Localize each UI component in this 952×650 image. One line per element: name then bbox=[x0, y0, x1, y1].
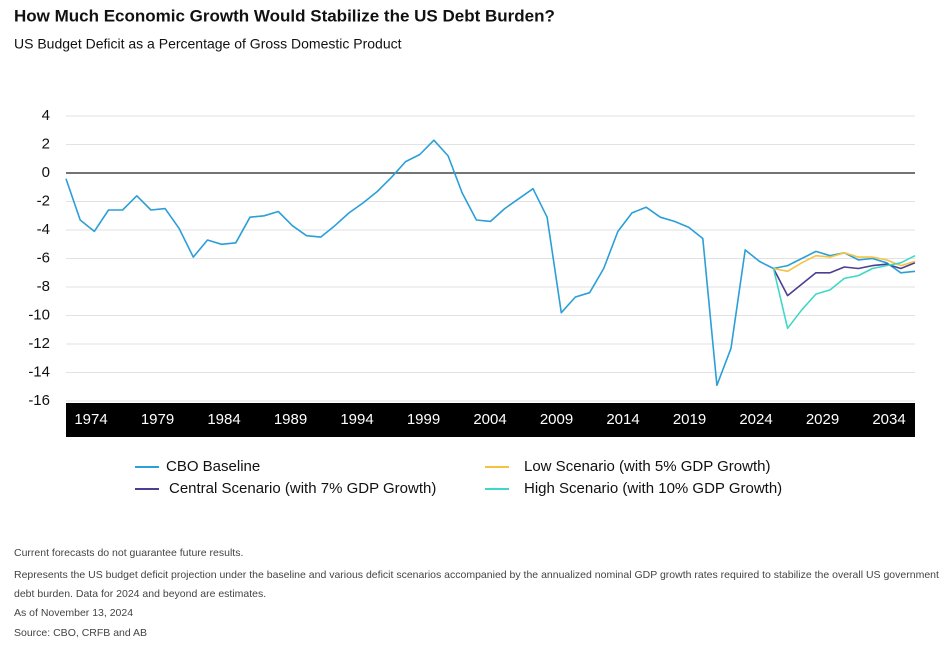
footnote: Represents the US budget deficit project… bbox=[14, 569, 939, 581]
legend-label: Low Scenario (with 5% GDP Growth) bbox=[524, 458, 770, 475]
x-tick-label: 2024 bbox=[739, 411, 772, 428]
x-tick-label: 1994 bbox=[340, 411, 373, 428]
x-tick-label: 1999 bbox=[407, 411, 440, 428]
series-line bbox=[772, 254, 916, 330]
x-tick-label: 1989 bbox=[274, 411, 307, 428]
y-tick-label: -2 bbox=[37, 192, 50, 209]
y-tick-label: -16 bbox=[28, 392, 50, 409]
y-tick-label: -8 bbox=[37, 278, 50, 295]
x-tick-label: 2004 bbox=[473, 411, 506, 428]
series-line bbox=[772, 262, 916, 297]
series-line bbox=[65, 139, 916, 387]
chart-title: How Much Economic Growth Would Stabilize… bbox=[14, 6, 555, 25]
legend-label: CBO Baseline bbox=[166, 458, 260, 475]
x-tick-label: 2034 bbox=[872, 411, 905, 428]
footnote: As of November 13, 2024 bbox=[14, 607, 133, 619]
y-tick-label: -4 bbox=[37, 221, 50, 238]
y-tick-label: 2 bbox=[42, 135, 50, 152]
x-axis-band bbox=[66, 403, 915, 437]
footnote: Current forecasts do not guarantee futur… bbox=[14, 547, 243, 559]
y-tick-label: -6 bbox=[37, 249, 50, 266]
legend-label: High Scenario (with 10% GDP Growth) bbox=[524, 480, 782, 497]
legend-label: Central Scenario (with 7% GDP Growth) bbox=[169, 480, 436, 497]
series-line bbox=[773, 252, 916, 273]
y-tick-label: 4 bbox=[42, 107, 50, 124]
y-tick-label: 0 bbox=[42, 164, 50, 181]
y-tick-label: -10 bbox=[28, 306, 50, 323]
x-tick-label: 1984 bbox=[207, 411, 240, 428]
chart-subtitle: US Budget Deficit as a Percentage of Gro… bbox=[14, 36, 402, 52]
footnote: Source: CBO, CRFB and AB bbox=[14, 627, 147, 639]
x-tick-label: 2029 bbox=[806, 411, 839, 428]
y-tick-label: -12 bbox=[28, 335, 50, 352]
x-tick-label: 1974 bbox=[74, 411, 107, 428]
x-tick-label: 1979 bbox=[141, 411, 174, 428]
x-tick-label: 2009 bbox=[540, 411, 573, 428]
y-tick-label: -14 bbox=[28, 363, 50, 380]
footnote: debt burden. Data for 2024 and beyond ar… bbox=[14, 588, 266, 600]
x-tick-label: 2019 bbox=[673, 411, 706, 428]
x-tick-label: 2014 bbox=[606, 411, 639, 428]
